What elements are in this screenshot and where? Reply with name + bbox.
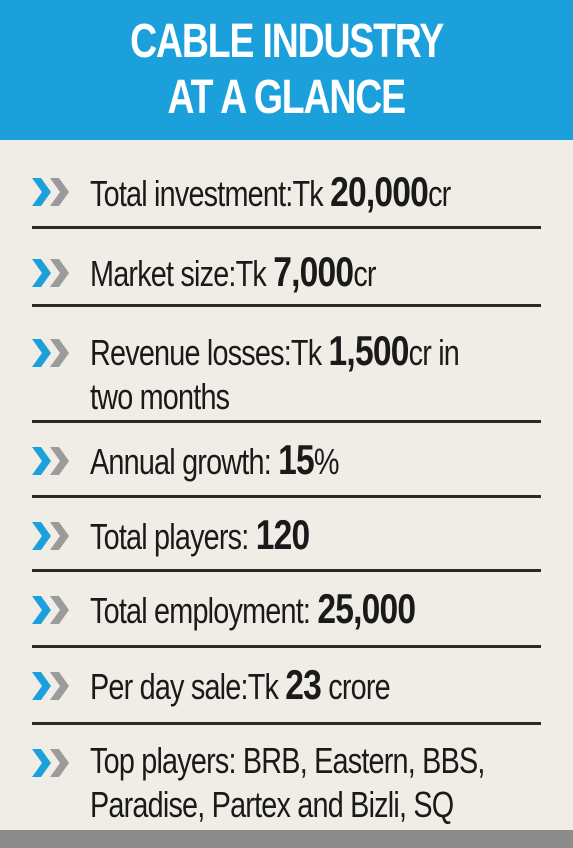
stat-text: Revenue losses:Tk 1,500cr in [90, 307, 460, 375]
stat-row-total-investment: Total investment:Tk 20,000cr [32, 140, 541, 229]
stat-prefix: Tk [290, 332, 329, 373]
double-chevron-right-icon [32, 522, 69, 550]
stat-label: Market size: [90, 253, 236, 294]
double-chevron-right-icon [32, 447, 69, 475]
stat-row-revenue-losses: Revenue losses:Tk 1,500cr in two months [32, 307, 541, 423]
stat-row-market-size: Market size:Tk 7,000cr [32, 229, 541, 307]
stat-prefix: Tk [247, 666, 286, 707]
stat-suffix: crore [321, 666, 390, 707]
double-chevron-right-icon [32, 339, 69, 367]
stat-text: Annual growth: 15% [90, 423, 451, 484]
stat-label: Total employment: [90, 590, 311, 631]
stat-value: 1,500 [328, 327, 410, 374]
stat-text: Total players: 120 [90, 498, 451, 559]
footer-bar [0, 830, 573, 848]
stat-label: Total investment: [90, 173, 293, 214]
stat-row-total-employment: Total employment: 25,000 [32, 572, 541, 648]
stat-value: 23 [285, 661, 322, 708]
title-line-2: AT A GLANCE [167, 71, 407, 124]
stat-label: Per day sale: [90, 666, 249, 707]
stat-suffix: cr [428, 173, 451, 214]
stat-row-annual-growth: Annual growth: 15% [32, 423, 541, 498]
double-chevron-right-icon [32, 672, 69, 700]
stat-value: 15 [278, 436, 315, 483]
double-chevron-right-icon [32, 596, 69, 624]
stat-row-top-players: Top players: BRB, Eastern, BBS, Paradise… [32, 725, 541, 845]
double-chevron-right-icon [32, 749, 69, 777]
stat-value: 20,000 [330, 168, 429, 215]
stat-value: 7,000 [273, 248, 354, 295]
double-chevron-right-icon [32, 259, 69, 287]
stat-text: Top players: BRB, Eastern, BBS, [90, 740, 485, 781]
stats-list: Total investment:Tk 20,000cr Market size… [0, 140, 573, 845]
stat-suffix: cr [353, 253, 376, 294]
double-chevron-right-icon [32, 178, 69, 206]
title-banner: CABLE INDUSTRY AT A GLANCE [0, 0, 573, 140]
stat-text: Total investment:Tk 20,000cr [90, 140, 451, 216]
stat-suffix: % [313, 441, 340, 482]
stat-suffix: cr in [408, 332, 460, 373]
stat-text: Per day sale:Tk 23 crore [90, 648, 451, 709]
stat-row-total-players: Total players: 120 [32, 498, 541, 572]
stat-row-per-day-sale: Per day sale:Tk 23 crore [32, 648, 541, 725]
stat-label: Total players: [90, 516, 249, 557]
stat-text-continued: Paradise, Partex and Bizli, SQ [90, 784, 454, 825]
stat-text: Market size:Tk 7,000cr [90, 229, 451, 296]
stat-label: Annual growth: [90, 441, 272, 482]
stat-prefix: Tk [235, 253, 274, 294]
stat-text: Total employment: 25,000 [90, 572, 451, 633]
stat-value: 120 [255, 511, 310, 558]
stat-text-continued: two months [90, 376, 230, 417]
title-line-1: CABLE INDUSTRY [130, 15, 444, 68]
stat-value: 25,000 [317, 585, 416, 632]
stat-prefix: Tk [292, 173, 331, 214]
stat-label: Revenue losses: [90, 332, 292, 373]
